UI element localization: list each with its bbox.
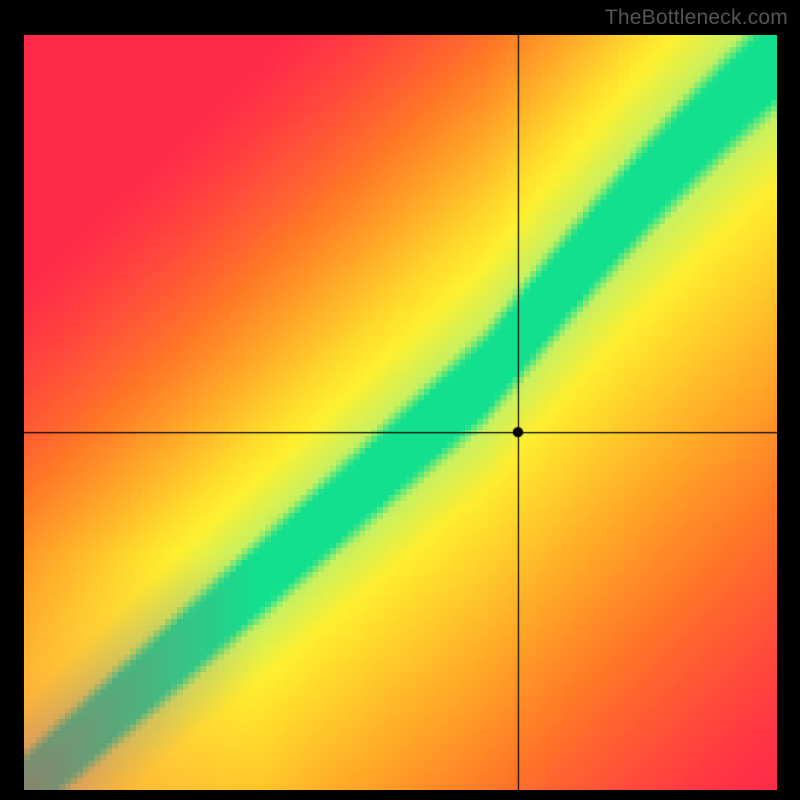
bottleneck-heatmap xyxy=(24,35,777,790)
chart-stage: TheBottleneck.com xyxy=(0,0,800,800)
watermark-text: TheBottleneck.com xyxy=(605,6,788,30)
